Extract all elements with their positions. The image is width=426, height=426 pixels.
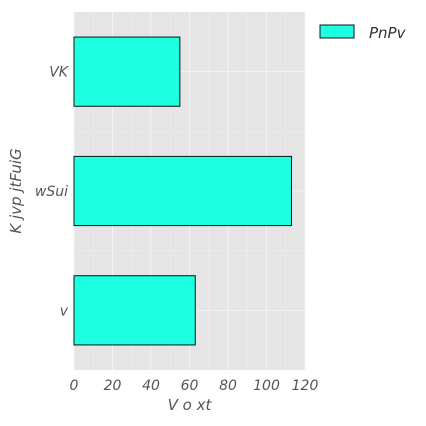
bars xyxy=(73,36,293,346)
x-tick-labels: 0 20 40 60 80 100 120 xyxy=(70,378,319,394)
y-tick-label: VK xyxy=(49,65,70,81)
x-tick-label: 100 xyxy=(253,378,280,394)
x-tick-label: 40 xyxy=(142,378,160,394)
legend-swatch xyxy=(319,24,355,39)
x-tick-label: 0 xyxy=(70,378,79,394)
x-tick-label: 60 xyxy=(181,378,199,394)
x-tick-label: 80 xyxy=(219,378,237,394)
y-axis-label: K jvp jtFuiG xyxy=(7,148,25,233)
bar-v xyxy=(73,275,196,346)
bar-wSui xyxy=(73,155,293,227)
y-tick-label: wSui xyxy=(35,184,68,200)
x-tick-label: 120 xyxy=(292,378,319,394)
x-tick-label: 20 xyxy=(104,378,122,394)
bar-VK xyxy=(73,36,181,107)
x-axis-label: V o xt xyxy=(168,396,213,414)
legend: PnPv xyxy=(319,24,407,42)
legend-label: PnPv xyxy=(369,24,407,42)
y-tick-label: v xyxy=(60,303,69,319)
y-tick-labels: VK wSui v xyxy=(35,65,70,320)
